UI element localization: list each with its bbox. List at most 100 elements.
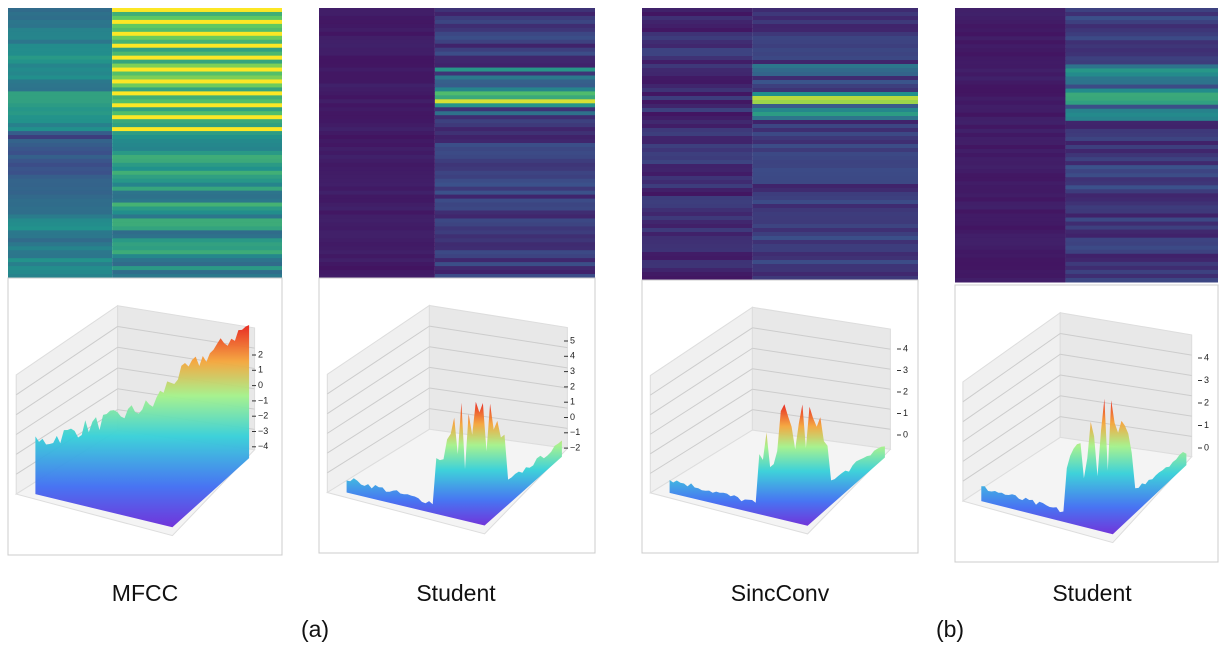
spectrogram-row — [642, 176, 752, 181]
panel: 210−1−2−3−4MFCC — [8, 8, 282, 606]
spectrogram-row — [8, 44, 112, 48]
spectrogram-row — [1065, 270, 1218, 275]
spectrogram-row — [8, 238, 112, 242]
spectrogram-row — [319, 143, 435, 147]
spectrogram-row — [955, 250, 1065, 255]
spectrogram-row — [112, 151, 282, 155]
spectrogram-row — [1065, 262, 1218, 267]
spectrogram-row — [1065, 133, 1218, 138]
spectrogram-row — [1065, 137, 1218, 142]
spectrogram-row — [112, 163, 282, 167]
z-tick-label: −3 — [258, 426, 268, 436]
spectrogram-row — [642, 92, 752, 97]
spectrogram-row — [642, 248, 752, 253]
spectrogram-row — [1065, 238, 1218, 243]
spectrogram-row — [435, 68, 595, 72]
spectrogram-row — [112, 79, 282, 83]
spectrogram-row — [112, 135, 282, 139]
spectrogram-row — [1065, 181, 1218, 186]
spectrogram-row — [1065, 153, 1218, 158]
spectrogram-row — [1065, 157, 1218, 162]
spectrogram-row — [435, 211, 595, 215]
spectrogram-row — [8, 12, 112, 16]
spectrogram-row — [1065, 40, 1218, 45]
spectrogram-row — [435, 48, 595, 52]
spectrogram-row — [8, 262, 112, 266]
spectrogram-row — [8, 218, 112, 222]
spectrogram-row — [435, 143, 595, 147]
spectrogram-row — [1065, 64, 1218, 69]
spectrogram-row — [642, 44, 752, 49]
spectrogram-row — [1065, 201, 1218, 206]
spectrogram — [955, 8, 1218, 283]
spectrogram-row — [8, 183, 112, 187]
spectrogram-row — [319, 64, 435, 68]
spectrogram-row — [642, 188, 752, 193]
spectrogram-row — [1065, 77, 1218, 82]
spectrogram-row — [8, 123, 112, 127]
spectrogram-row — [752, 40, 918, 45]
spectrogram-row — [319, 20, 435, 24]
spectrogram-row — [1065, 85, 1218, 90]
spectrogram-row — [8, 64, 112, 68]
spectrogram-row — [112, 218, 282, 222]
spectrogram-row — [8, 91, 112, 95]
spectrogram-row — [319, 147, 435, 151]
spectrogram-row — [319, 151, 435, 155]
spectrogram-row — [752, 80, 918, 85]
spectrogram-row — [1065, 258, 1218, 263]
z-tick-label: 4 — [570, 351, 575, 361]
spectrogram-row — [955, 218, 1065, 223]
spectrogram-row — [752, 164, 918, 169]
spectrogram-row — [319, 107, 435, 111]
spectrogram-row — [1065, 214, 1218, 219]
spectrogram-row — [435, 119, 595, 123]
spectrogram-row — [112, 258, 282, 262]
spectrogram-row — [642, 84, 752, 89]
spectrogram-row — [955, 161, 1065, 166]
spectrogram-row — [112, 44, 282, 48]
spectrogram-row — [1065, 242, 1218, 247]
spectrogram-row — [642, 156, 752, 161]
spectrogram-row — [8, 143, 112, 147]
spectrogram-row — [1065, 24, 1218, 29]
spectrogram-row — [955, 105, 1065, 110]
spectrogram — [8, 8, 282, 279]
z-tick-label: 0 — [1204, 442, 1209, 452]
spectrogram-row — [752, 84, 918, 89]
spectrogram-row — [642, 180, 752, 185]
spectrogram-row — [1065, 109, 1218, 114]
spectrogram-row — [8, 115, 112, 119]
spectrogram-row — [642, 48, 752, 53]
spectrogram-row — [319, 155, 435, 159]
spectrogram-row — [435, 250, 595, 254]
spectrogram-row — [8, 179, 112, 183]
spectrogram-row — [1065, 113, 1218, 118]
spectrogram — [319, 8, 595, 279]
spectrogram-row — [642, 260, 752, 265]
spectrogram-row — [112, 250, 282, 254]
spectrogram-row — [8, 8, 112, 12]
spectrogram-row — [435, 76, 595, 80]
spectrogram-row — [642, 96, 752, 101]
z-tick-label: 2 — [1204, 397, 1209, 407]
spectrogram-row — [642, 112, 752, 117]
spectrogram-row — [752, 128, 918, 133]
spectrogram-row — [955, 32, 1065, 37]
spectrogram-row — [112, 147, 282, 151]
spectrogram-row — [8, 242, 112, 246]
spectrogram-row — [955, 177, 1065, 182]
spectrogram-row — [752, 72, 918, 77]
spectrogram-row — [8, 258, 112, 262]
z-tick-label: 3 — [903, 365, 908, 375]
spectrogram-row — [319, 218, 435, 222]
spectrogram-row — [955, 181, 1065, 186]
spectrogram-row — [112, 52, 282, 56]
spectrogram-row — [319, 179, 435, 183]
spectrogram-row — [642, 236, 752, 241]
spectrogram-row — [752, 156, 918, 161]
spectrogram-row — [112, 12, 282, 16]
spectrogram-row — [435, 203, 595, 207]
spectrogram-row — [319, 12, 435, 16]
spectrogram-row — [112, 234, 282, 238]
